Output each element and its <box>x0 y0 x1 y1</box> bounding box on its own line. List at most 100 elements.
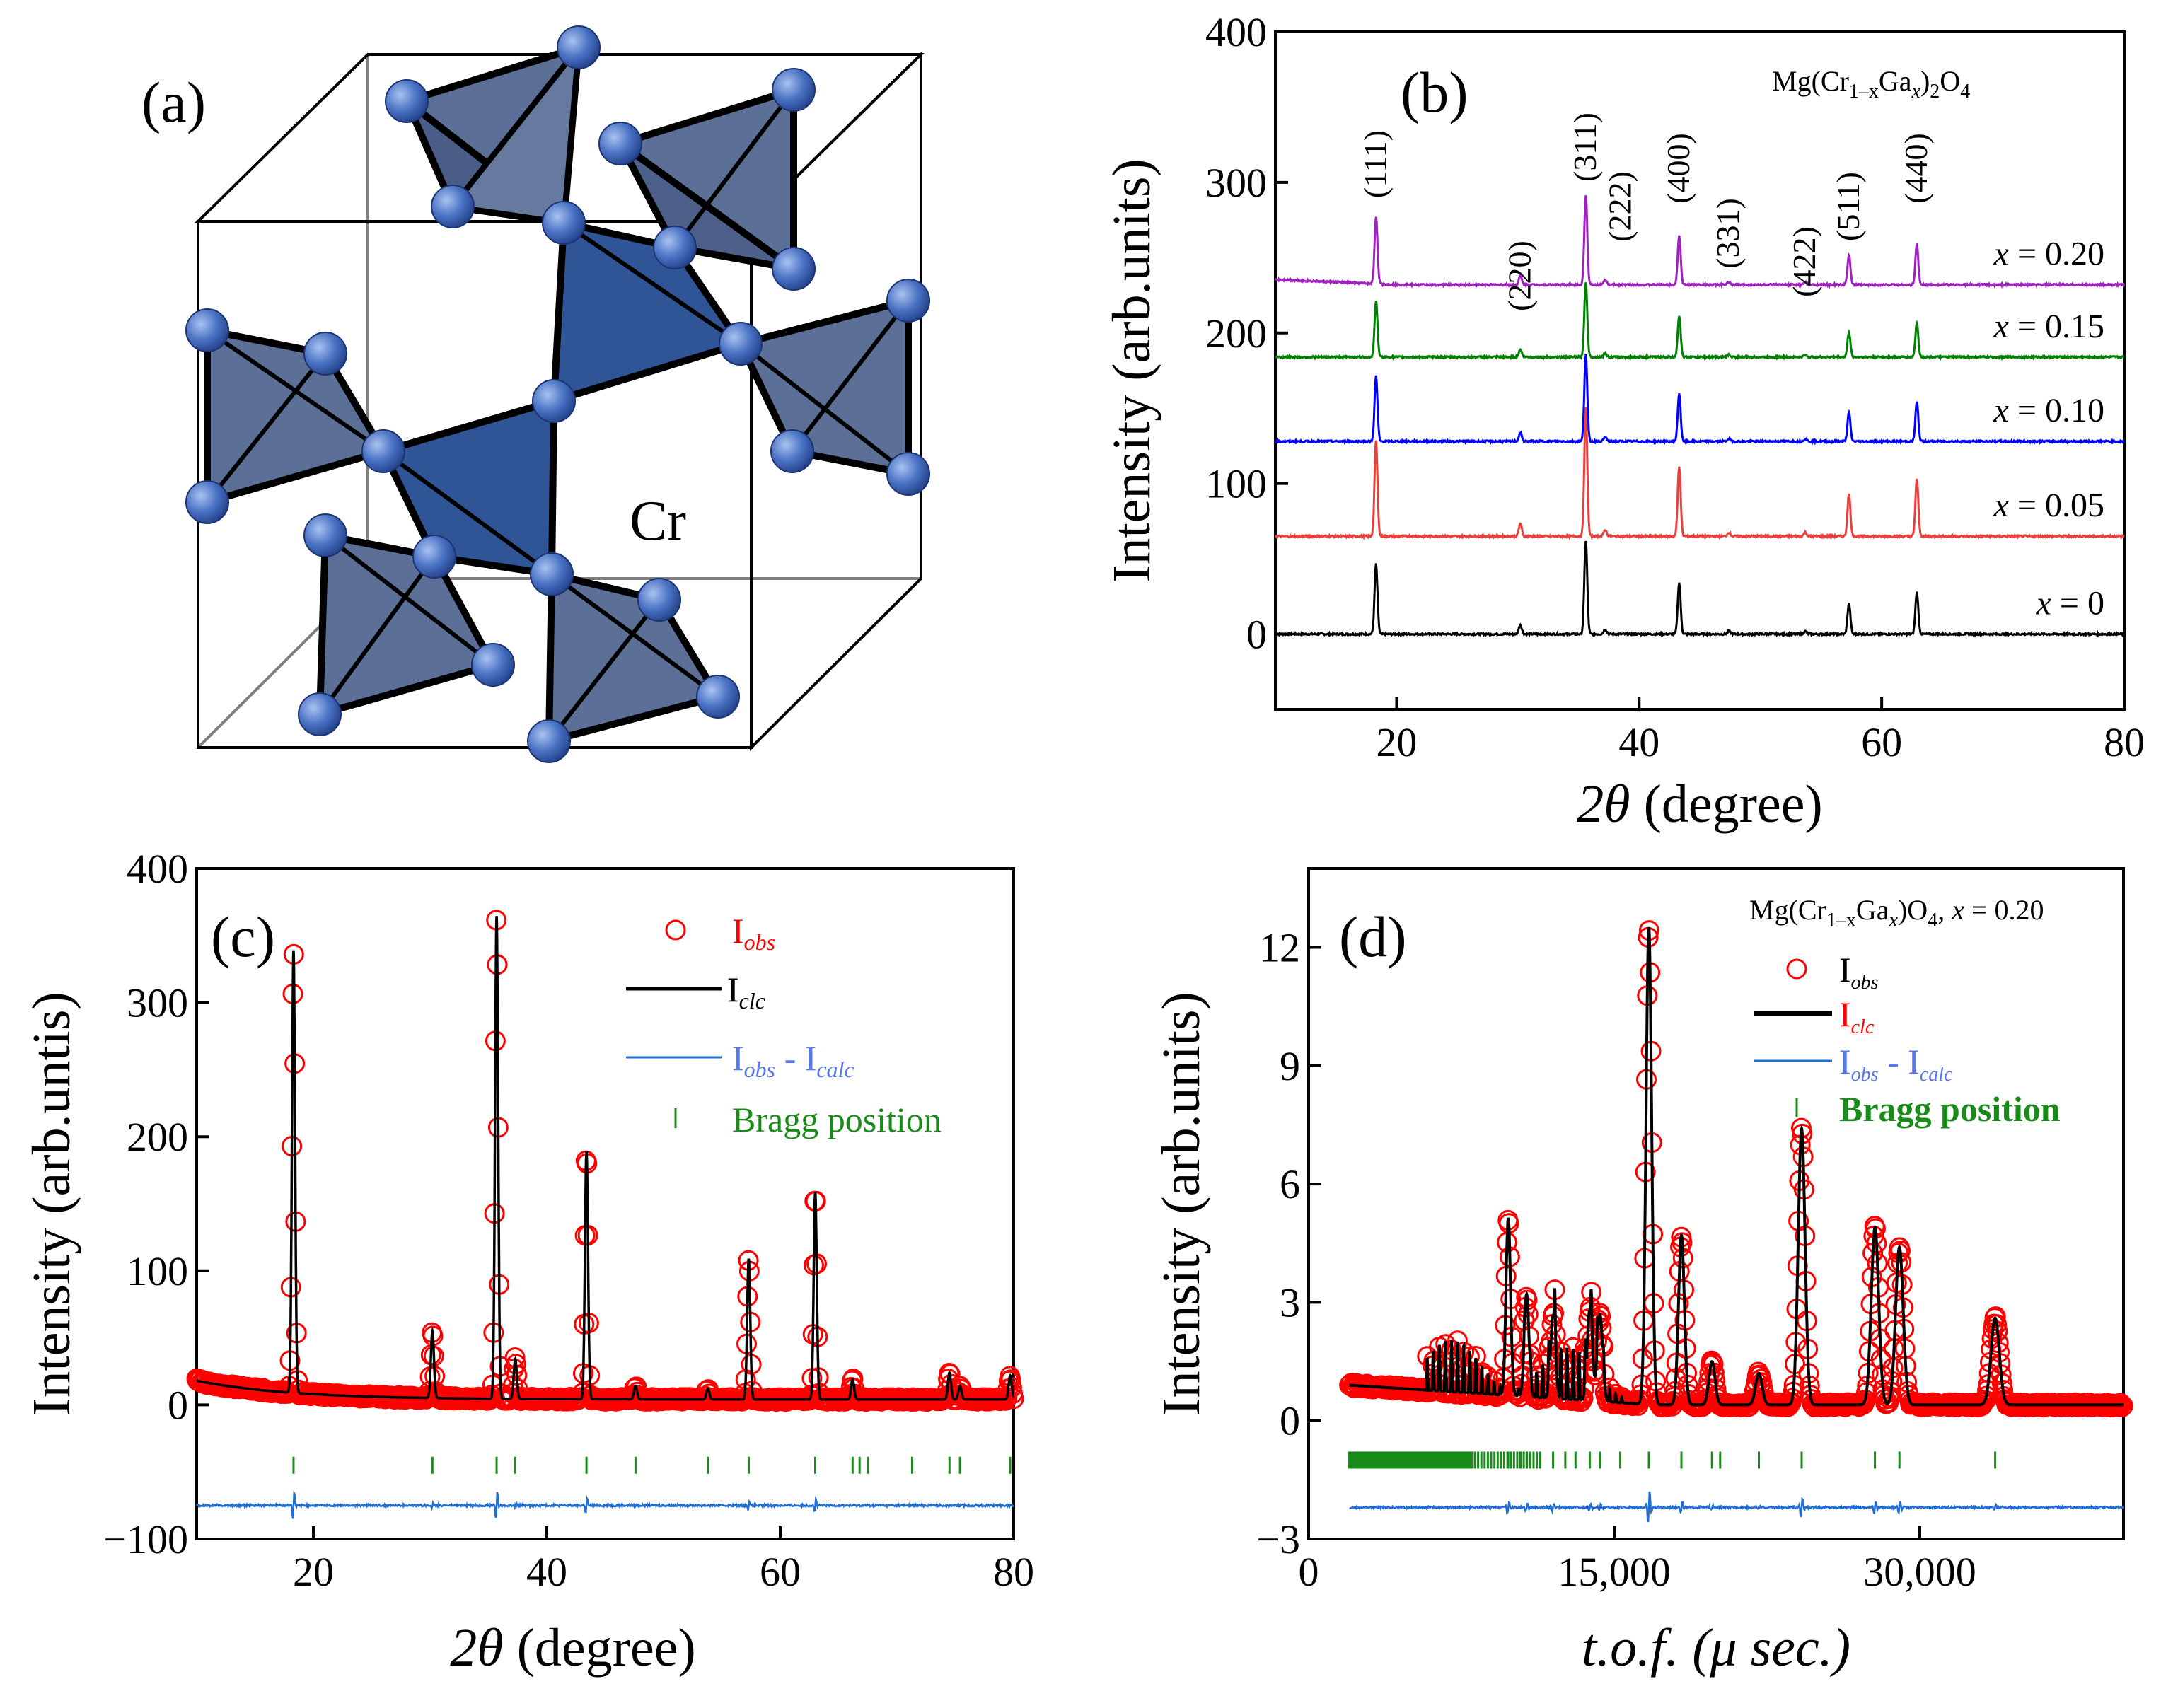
x-tick-label: 15,000 <box>1558 1549 1671 1595</box>
hkl-label: (422) <box>1786 226 1822 297</box>
y-tick-label: 0 <box>1280 1398 1300 1444</box>
x-tick-label: 60 <box>760 1549 801 1595</box>
x-tick-label: 0 <box>1299 1549 1319 1595</box>
panel-b-hkl-labels: (111) (220) (311)(222) (400) (331) (422)(511)… <box>1357 112 1934 311</box>
series-label-0.20: x = 0.20 <box>1993 236 2104 273</box>
observed-points <box>1339 920 2133 1418</box>
x-tick-label: 60 <box>1861 719 1902 765</box>
hkl-label: (400) <box>1660 133 1696 204</box>
panel-b-plot-frame <box>1274 30 2126 711</box>
bragg-ticks <box>1348 1451 1997 1469</box>
series-line-0.20 <box>1274 195 2126 289</box>
atom-sphere <box>542 201 586 245</box>
panel-b-label: (b) <box>1401 60 1468 124</box>
y-tick-label: 6 <box>1280 1161 1300 1207</box>
tetrahedron-bottom-right <box>545 571 722 745</box>
oxygen-atoms <box>185 25 930 763</box>
obs-point <box>1000 1369 1021 1390</box>
atom-sphere <box>719 322 763 366</box>
atom-sphere <box>653 226 697 269</box>
panel-a-crystal-structure: (a) Cr <box>141 25 930 763</box>
hkl-label: (331) <box>1710 198 1746 269</box>
hkl-label: (222) <box>1601 171 1638 242</box>
y-tick-label: 12 <box>1259 925 1300 971</box>
series-label-0.05: x = 0.05 <box>1993 487 2104 524</box>
hkl-label: (440) <box>1898 133 1934 204</box>
panel-c-label: (c) <box>211 905 275 969</box>
x-tick-label: 40 <box>1618 719 1659 765</box>
tetrahedron-center-lower <box>380 397 557 578</box>
panel-c-axes: 20 40 60 80 −100 0 100 200 300 400 <box>103 846 1034 1595</box>
legend-bragg-label: Bragg position <box>732 1100 942 1139</box>
atom-sphere <box>527 719 571 763</box>
panel-d-plot-frame <box>1307 867 2125 1540</box>
y-tick-label: 100 <box>1205 461 1267 507</box>
panel-b-x-axis-label: 2θ (degree) <box>1577 774 1822 834</box>
atom-sphere <box>770 429 814 473</box>
panel-d-formula: Mg(Cr1–xGax)O4, x = 0.20 <box>1749 894 2044 931</box>
legend-obs-label: Iobs <box>732 911 775 955</box>
series-label-0.15: x = 0.15 <box>1993 308 2104 345</box>
legend-calc-label: Iclc <box>727 970 765 1013</box>
panel-c-xrd-refinement-chart: 20 40 60 80 −100 0 100 200 300 400 (c) Iobs Iclc … <box>22 846 1034 1678</box>
y-tick-label: −3 <box>1256 1516 1300 1562</box>
legend-diff-label: Iobs - Icalc <box>1839 1042 1953 1086</box>
panel-c-y-axis-label: Intensity (arb.untis) <box>22 992 81 1415</box>
atom-sphere <box>886 452 930 496</box>
x-tick-label: 80 <box>2104 719 2145 765</box>
tetrahedron-right <box>737 297 912 477</box>
calc-line <box>196 916 1015 1401</box>
calc-line <box>1349 926 2124 1407</box>
y-tick-label: 300 <box>1205 160 1267 206</box>
y-tick-label: 9 <box>1280 1043 1300 1089</box>
atom-sphere <box>303 332 347 376</box>
panel-b-formula: Mg(Cr1–xGax)2O4 <box>1772 65 1970 103</box>
series-line-0.15 <box>1275 282 2125 361</box>
difference-line <box>195 1489 1014 1519</box>
y-tick-label: −100 <box>103 1516 188 1562</box>
atom-sphere <box>772 68 816 112</box>
y-tick-label: 300 <box>127 980 188 1026</box>
panel-d-label: (d) <box>1339 905 1407 969</box>
legend-obs-marker <box>665 919 686 941</box>
atom-sphere <box>385 79 429 123</box>
legend-obs-label: Iobs <box>1839 950 1879 994</box>
x-tick-label: 30,000 <box>1863 1549 1976 1595</box>
panel-a-label: (a) <box>141 70 206 134</box>
atom-sphere <box>530 552 574 596</box>
hkl-label: (111) <box>1357 130 1393 198</box>
tetrahedron-top-left <box>403 44 582 226</box>
panel-b-series <box>1274 195 2126 638</box>
panel-d-data <box>1339 920 2133 1523</box>
difference-line <box>1348 1491 2124 1523</box>
panel-b-axes: 20 40 60 80 0 100 200 300 400 <box>1205 9 2145 765</box>
atom-sphere <box>886 279 930 323</box>
atom-sphere <box>637 578 681 622</box>
legend-obs-marker <box>1786 958 1807 980</box>
observed-points <box>186 910 1024 1412</box>
series-line-0.10 <box>1275 354 2125 446</box>
x-tick-label: 20 <box>293 1549 334 1595</box>
panel-c-plot-frame <box>195 867 1015 1540</box>
tetrahedron-left <box>204 327 387 506</box>
atom-sphere <box>471 643 515 687</box>
atom-sphere <box>361 429 405 473</box>
panel-c-data <box>186 910 1024 1519</box>
panel-d-x-axis-label: t.o.f. (μ sec.) <box>1582 1618 1850 1678</box>
atom-sphere <box>412 535 456 579</box>
atom-sphere <box>431 185 475 228</box>
atom-sphere <box>696 675 740 719</box>
atom-sphere <box>557 25 601 69</box>
legend-diff-label: Iobs - Icalc <box>732 1038 854 1082</box>
panel-c-x-axis-label: 2θ (degree) <box>450 1618 695 1678</box>
y-tick-label: 100 <box>127 1248 188 1294</box>
y-tick-label: 0 <box>168 1382 188 1428</box>
panel-d-y-axis-label: Intensity (arb.units) <box>1152 992 1211 1415</box>
panel-d-legend: Iobs Iclc Iobs - Icalc Bragg position <box>1754 950 2061 1129</box>
atom-sphere <box>298 692 342 736</box>
series-line-0 <box>1275 540 2126 638</box>
bragg-ticks <box>292 1456 1012 1474</box>
y-tick-label: 400 <box>127 846 188 892</box>
